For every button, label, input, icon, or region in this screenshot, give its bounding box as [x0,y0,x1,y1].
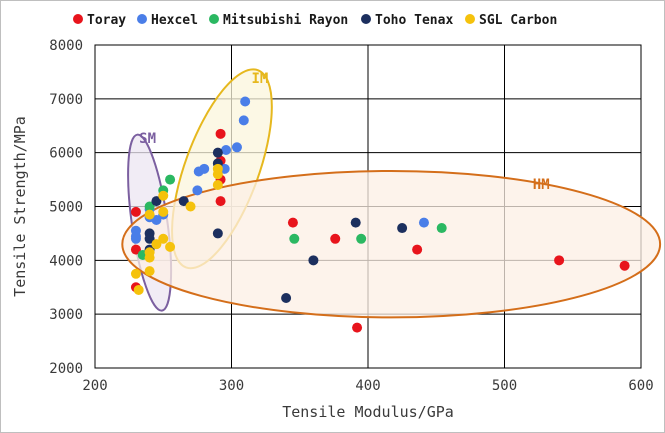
data-point-hexcel [199,163,210,174]
data-point-sgl-carbon [144,209,155,220]
data-point-toray [130,244,141,255]
y-tick-label: 4000 [49,253,83,269]
data-point-toho-tenax [350,217,361,228]
data-point-sgl-carbon [158,206,169,217]
y-tick-label: 7000 [49,92,83,108]
legend-marker [137,14,147,24]
data-point-toray [215,196,226,207]
data-point-sgl-carbon [212,179,223,190]
legend-marker [73,14,83,24]
y-tick-label: 2000 [49,361,83,377]
gridlines [94,44,642,369]
data-point-toho-tenax [178,196,189,207]
data-point-sgl-carbon [144,252,155,263]
x-axis-title: Tensile Modulus/GPa [282,403,454,421]
legend-label: Mitsubishi Rayon [223,13,348,28]
x-tick-label: 500 [492,378,517,394]
data-points [130,96,630,333]
legend-marker [465,14,475,24]
plot-area-border [94,44,642,369]
region-label-hm: HM [533,177,550,193]
region-label-sm: SM [139,131,156,147]
data-point-toray [554,255,565,266]
data-point-mitsubishi-rayon [289,233,300,244]
data-point-sgl-carbon [130,268,141,279]
data-point-hexcel [240,96,251,107]
data-point-toray [330,233,341,244]
data-point-sgl-carbon [158,233,169,244]
data-point-sgl-carbon [151,239,162,250]
legend-marker [361,14,371,24]
legend: Toray Hexcel Mitsubishi Rayon Toho Tenax SGL… [73,13,557,28]
legend-label: Toray [87,13,126,28]
data-point-toho-tenax [308,255,319,266]
legend-label: SGL Carbon [479,13,557,28]
data-point-toray [215,128,226,139]
data-point-mitsubishi-rayon [356,233,367,244]
data-point-toho-tenax [144,233,155,244]
data-point-toho-tenax [151,196,162,207]
data-point-sgl-carbon [165,241,176,252]
data-point-toray [412,244,423,255]
data-point-mitsubishi-rayon [165,174,176,185]
data-point-toho-tenax [212,147,223,158]
data-point-toho-tenax [281,293,292,304]
y-tick-label: 5000 [49,200,83,216]
data-point-hexcel [231,142,242,153]
data-point-toray [287,217,298,228]
legend-label: Hexcel [151,13,198,28]
x-tick-label: 600 [628,378,653,394]
data-point-toray [352,322,363,333]
y-tick-label: 8000 [49,38,83,54]
data-point-hexcel [130,233,141,244]
x-tick-label: 400 [355,378,380,394]
data-point-toho-tenax [397,223,408,234]
y-tick-label: 3000 [49,307,83,323]
tick-labels: 200 300 400 500 600 2000 3000 4000 5000 6000 7000 8… [49,38,653,394]
data-point-toray [130,206,141,217]
data-point-mitsubishi-rayon [144,201,155,212]
data-point-sgl-carbon [158,190,169,201]
data-point-hexcel [192,185,203,196]
legend-label: Toho Tenax [375,13,453,28]
data-point-sgl-carbon [133,284,144,295]
region-ellipse-hm [121,169,662,319]
data-point-toray [619,260,630,271]
x-tick-label: 200 [82,378,107,394]
region-label-im: IM [252,71,269,87]
data-point-hexcel [418,217,429,228]
legend-marker [209,14,219,24]
data-point-sgl-carbon [185,201,196,212]
y-axis-title: Tensile Strength/MPa [11,116,29,297]
data-point-toho-tenax [212,228,223,239]
x-tick-label: 300 [219,378,244,394]
data-point-hexcel [151,214,162,225]
data-point-mitsubishi-rayon [436,223,447,234]
data-point-sgl-carbon [212,169,223,180]
data-point-hexcel [238,115,249,126]
data-point-sgl-carbon [144,266,155,277]
y-tick-label: 6000 [49,146,83,162]
data-point-hexcel [221,144,232,155]
